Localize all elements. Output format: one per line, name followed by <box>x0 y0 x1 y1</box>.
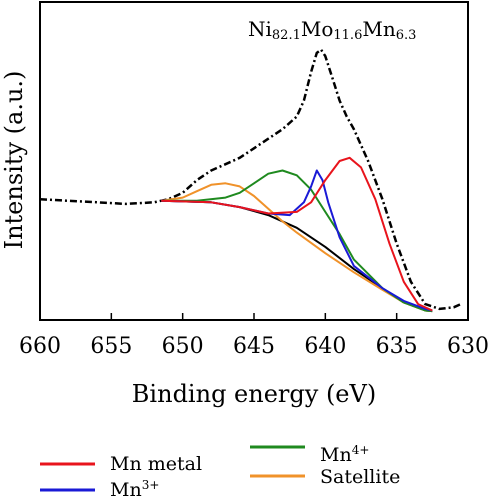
y-axis-title: Intensity (a.u.) <box>0 71 28 250</box>
legend-label: Mn3+ <box>110 478 159 500</box>
legend: Mn metal Mn3+ Mn4+Satellite <box>40 443 400 500</box>
legend-label: Mn4+ <box>320 443 369 466</box>
plot-frame <box>39 1 469 321</box>
series-line-mn3- <box>161 169 433 312</box>
x-tick-label: 635 <box>376 334 418 359</box>
series-line-mn-metal <box>161 156 433 312</box>
x-tick-label: 630 <box>447 334 488 359</box>
series-line-mn4- <box>161 169 433 313</box>
x-tick-label: 640 <box>304 334 346 359</box>
legend-label: Satellite <box>320 466 400 488</box>
x-tick-label: 660 <box>19 334 61 359</box>
series-layer <box>39 48 462 313</box>
x-tick-label: 650 <box>162 334 204 359</box>
x-ticks: 660 655 650 645 640 635 630 <box>19 313 488 359</box>
x-axis-title: Binding energy (eV) <box>132 380 376 408</box>
composition-annotation: Ni82.1Mo11.6Mn6.3 <box>248 17 416 43</box>
x-tick-label: 645 <box>233 334 275 359</box>
series-line-raw <box>39 48 462 311</box>
legend-label: Mn metal <box>110 453 202 475</box>
x-tick-label: 655 <box>90 334 132 359</box>
